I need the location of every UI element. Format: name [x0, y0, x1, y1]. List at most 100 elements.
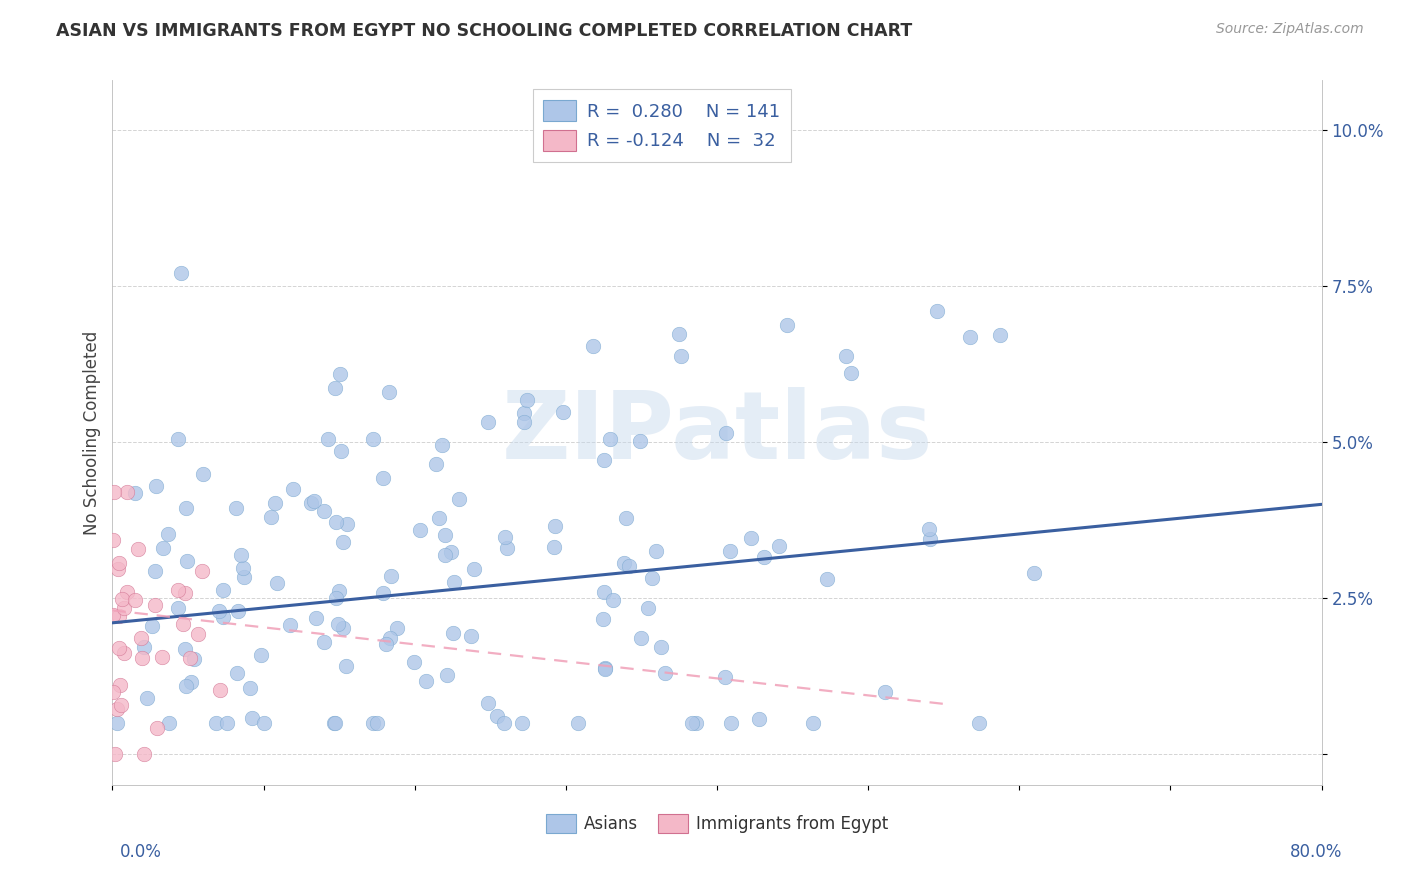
Point	[108, 641, 131, 656]
Text: ZIPatlas: ZIPatlas	[502, 386, 932, 479]
Point	[371, 471, 394, 485]
Point	[110, 698, 132, 713]
Point	[617, 558, 640, 573]
Point	[176, 554, 198, 568]
Point	[232, 561, 254, 575]
Point	[252, 715, 274, 730]
Point	[329, 367, 352, 381]
Point	[174, 679, 197, 693]
Point	[430, 438, 453, 452]
Point	[440, 545, 463, 559]
Point	[183, 652, 205, 666]
Point	[157, 715, 180, 730]
Point	[599, 432, 621, 446]
Point	[191, 467, 214, 481]
Point	[433, 549, 456, 563]
Point	[375, 637, 398, 651]
Point	[718, 544, 741, 558]
Point	[740, 532, 762, 546]
Point	[172, 616, 194, 631]
Point	[752, 550, 775, 565]
Point	[378, 631, 401, 645]
Point	[967, 715, 990, 730]
Point	[1022, 566, 1045, 580]
Point	[204, 715, 226, 730]
Point	[650, 640, 672, 655]
Point	[592, 453, 614, 467]
Point	[460, 629, 482, 643]
Point	[366, 715, 388, 730]
Point	[143, 598, 166, 612]
Point	[278, 617, 301, 632]
Point	[613, 556, 636, 570]
Point	[299, 495, 322, 509]
Point	[427, 510, 450, 524]
Point	[332, 622, 354, 636]
Point	[208, 604, 231, 618]
Text: 80.0%: 80.0%	[1291, 843, 1343, 861]
Point	[720, 715, 742, 730]
Point	[593, 661, 616, 675]
Point	[602, 593, 624, 607]
Point	[641, 571, 664, 585]
Point	[325, 591, 347, 605]
Point	[176, 501, 198, 516]
Point	[232, 570, 254, 584]
Point	[332, 535, 354, 549]
Point	[415, 673, 437, 688]
Point	[485, 708, 508, 723]
Point	[314, 635, 336, 649]
Point	[134, 640, 156, 655]
Point	[510, 715, 533, 730]
Point	[436, 668, 458, 682]
Point	[152, 541, 174, 555]
Point	[105, 715, 128, 730]
Point	[281, 482, 304, 496]
Point	[645, 544, 668, 558]
Point	[115, 585, 138, 599]
Point	[302, 494, 325, 508]
Point	[111, 591, 134, 606]
Point	[544, 518, 567, 533]
Point	[107, 556, 129, 570]
Point	[143, 565, 166, 579]
Point	[567, 715, 589, 730]
Point	[513, 415, 536, 429]
Point	[131, 651, 153, 665]
Point	[316, 432, 339, 446]
Text: ASIAN VS IMMIGRANTS FROM EGYPT NO SCHOOLING COMPLETED CORRELATION CHART: ASIAN VS IMMIGRANTS FROM EGYPT NO SCHOOL…	[56, 22, 912, 40]
Point	[668, 326, 690, 341]
Point	[179, 651, 201, 665]
Point	[101, 607, 124, 622]
Point	[512, 406, 534, 420]
Point	[628, 434, 651, 448]
Point	[150, 649, 173, 664]
Point	[380, 569, 402, 583]
Point	[776, 318, 799, 332]
Point	[108, 677, 131, 691]
Point	[323, 715, 346, 730]
Point	[654, 666, 676, 681]
Point	[314, 504, 336, 518]
Point	[326, 617, 349, 632]
Point	[135, 691, 157, 706]
Point	[330, 444, 353, 458]
Point	[134, 747, 156, 761]
Point	[101, 533, 124, 548]
Point	[714, 426, 737, 441]
Point	[685, 715, 707, 730]
Point	[614, 511, 637, 525]
Point	[637, 601, 659, 615]
Point	[266, 575, 288, 590]
Point	[516, 392, 538, 407]
Point	[553, 405, 575, 419]
Point	[226, 665, 249, 680]
Point	[959, 330, 981, 344]
Point	[477, 696, 499, 710]
Point	[108, 609, 131, 624]
Point	[748, 712, 770, 726]
Point	[593, 662, 616, 676]
Point	[988, 327, 1011, 342]
Point	[103, 747, 125, 761]
Y-axis label: No Schooling Completed: No Schooling Completed	[83, 331, 101, 534]
